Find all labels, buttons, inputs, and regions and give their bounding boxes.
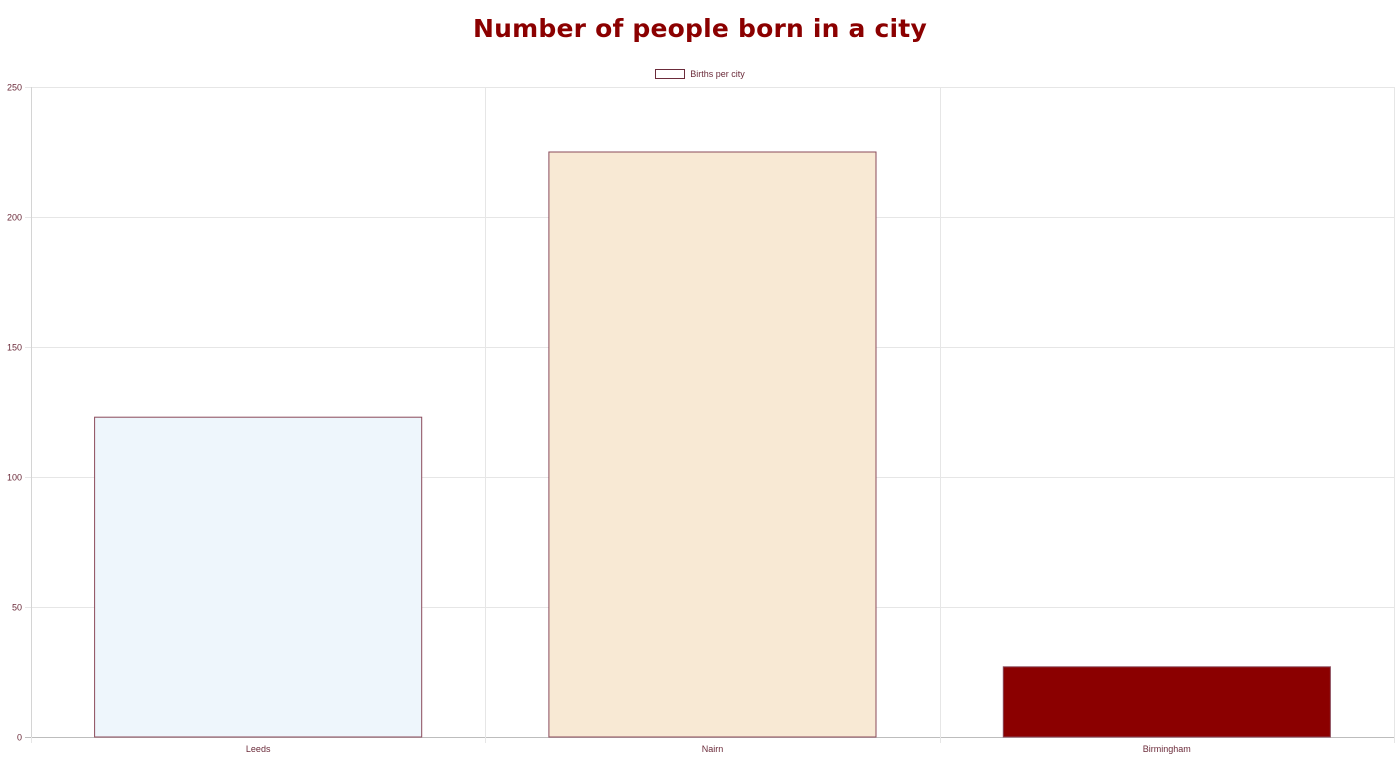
- bar-nairn[interactable]: [548, 151, 877, 738]
- y-tick-label: 200: [7, 213, 22, 223]
- bar-layer: [94, 151, 1331, 738]
- y-tick-label: 100: [7, 473, 22, 483]
- bar-leeds[interactable]: [94, 416, 423, 738]
- y-tick-label: 250: [7, 83, 22, 93]
- legend-swatch[interactable]: [655, 69, 686, 79]
- x-tick-label: Nairn: [702, 744, 724, 754]
- legend-label[interactable]: Births per city: [690, 69, 745, 79]
- bar-birmingham[interactable]: [1002, 666, 1331, 738]
- label-layer: 0 50 100 150 200 250 Leeds Nairn Birmingham: [7, 83, 1191, 755]
- y-tick-label: 50: [12, 603, 22, 613]
- chart-title: Number of people born in a city: [473, 14, 927, 43]
- x-tick-label: Leeds: [246, 744, 271, 754]
- x-tick-label: Birmingham: [1143, 744, 1191, 754]
- y-tick-label: 0: [17, 733, 22, 743]
- legend[interactable]: Births per city: [0, 69, 1400, 79]
- y-tick-label: 150: [7, 343, 22, 353]
